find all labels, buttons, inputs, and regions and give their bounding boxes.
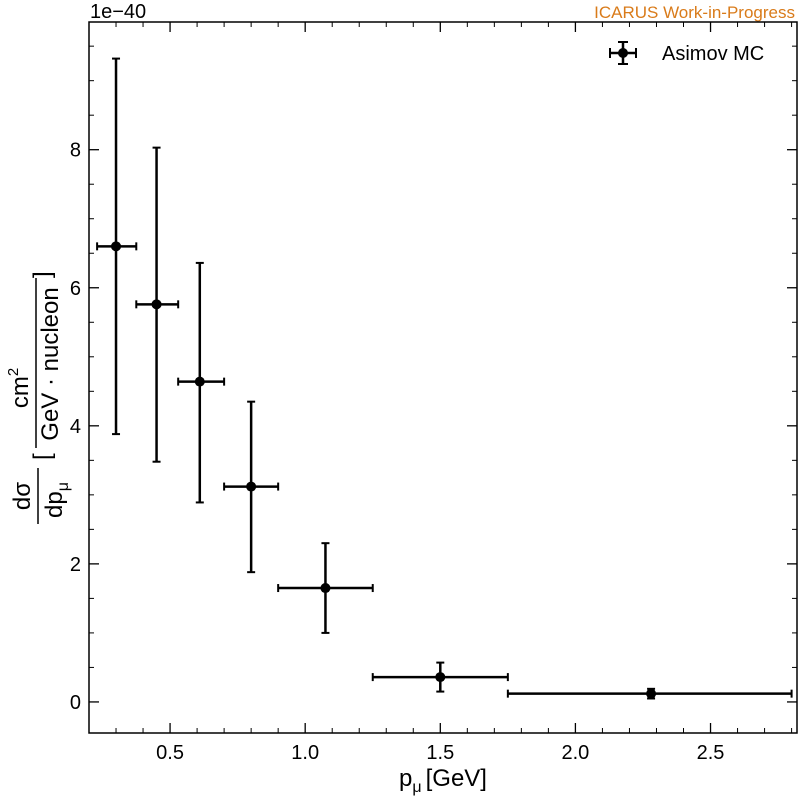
data-marker (435, 672, 446, 683)
data-point (277, 542, 374, 634)
y-label-unit-numerator: cm2 (5, 368, 34, 408)
y-label-close-bracket: ] (29, 271, 56, 278)
y-label-den-sub: μ (55, 482, 72, 491)
data-point (135, 146, 180, 463)
x-axis-label-main: p (399, 765, 412, 792)
data-marker (111, 241, 122, 252)
legend: Asimov MC (609, 41, 764, 65)
x-tick-label: 2.5 (697, 742, 725, 764)
data-point (506, 687, 793, 700)
x-axis-label: pμ [GeV] (399, 765, 487, 796)
data-marker (320, 583, 331, 594)
data-point (96, 57, 138, 436)
y-axis-label: dσ dpμ [ cm2 GeV · nucleon ] (5, 271, 72, 524)
y-label-unit-sup: 2 (5, 368, 22, 376)
y-label-unit-num: cm (7, 376, 34, 408)
x-tick-label: 2.0 (562, 742, 590, 764)
y-tick-label: 6 (70, 278, 81, 300)
data-marker (246, 481, 257, 492)
x-tick-label: 0.5 (156, 742, 184, 764)
y-tick-label: 8 (70, 140, 81, 162)
y-label-unit-denominator: GeV · nucleon (37, 287, 64, 440)
y-label-denominator: dpμ (41, 482, 72, 518)
y-tick-label: 4 (70, 416, 81, 438)
data-point (223, 400, 280, 574)
data-point (371, 661, 509, 693)
plot-frame (88, 21, 798, 734)
axis-ticks (88, 22, 797, 733)
y-multiplier-label: 1e−40 (90, 1, 146, 23)
data-point (177, 261, 226, 504)
corner-label: ICARUS Work-in-Progress (594, 3, 795, 22)
legend-marker (609, 41, 637, 65)
x-tick-label: 1.0 (291, 742, 319, 764)
x-tick-label: 1.5 (426, 742, 454, 764)
data-marker (151, 299, 162, 310)
data-marker (194, 376, 205, 387)
y-label-numerator: dσ (9, 482, 36, 510)
data-marker (646, 688, 657, 699)
y-label-den-main: dp (41, 491, 68, 518)
x-tick-labels: 0.5 1.0 1.5 2.0 2.5 (156, 742, 724, 764)
legend-label: Asimov MC (662, 43, 764, 65)
x-axis-label-unit: [GeV] (426, 765, 487, 792)
x-axis-label-sub: μ (412, 779, 421, 796)
data-points (96, 57, 793, 700)
y-tick-label: 2 (70, 554, 81, 576)
y-tick-labels: 0 2 4 6 8 (70, 140, 81, 714)
y-tick-label: 0 (70, 692, 81, 714)
y-label-open-bracket: [ (29, 453, 56, 460)
